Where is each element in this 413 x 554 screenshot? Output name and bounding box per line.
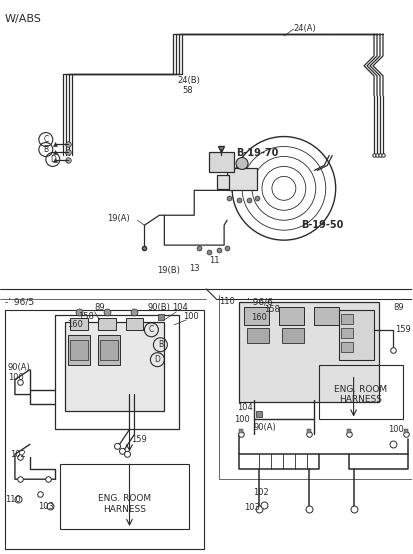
Circle shape (235, 157, 247, 170)
Text: D: D (50, 155, 56, 164)
Bar (243, 307, 268, 325)
Bar (100, 340, 117, 360)
Bar (69, 318, 88, 330)
Bar (69, 340, 88, 360)
Circle shape (119, 448, 125, 454)
Text: 90(A): 90(A) (254, 423, 276, 432)
Bar (318, 365, 402, 419)
Text: 19(B): 19(B) (157, 265, 180, 275)
Text: 13: 13 (189, 264, 199, 273)
Bar (281, 328, 303, 343)
Text: 158: 158 (78, 312, 93, 321)
Text: 160: 160 (66, 320, 83, 329)
Text: D: D (154, 355, 160, 364)
Text: ENG. ROOM
HARNESS: ENG. ROOM HARNESS (98, 494, 151, 514)
Bar (340, 328, 352, 338)
Text: 159: 159 (131, 435, 147, 444)
Bar (238, 302, 377, 402)
Text: 89: 89 (95, 304, 105, 312)
Bar (59, 464, 189, 529)
Text: 102: 102 (252, 488, 268, 496)
Text: 11: 11 (209, 255, 219, 265)
Text: W/ABS: W/ABS (5, 14, 42, 24)
Text: 102: 102 (10, 450, 26, 459)
Text: -’ 96/5: -’ 96/5 (5, 297, 34, 306)
Text: 100: 100 (233, 415, 249, 424)
Text: 100: 100 (8, 373, 24, 382)
Text: B: B (43, 145, 48, 154)
Text: ENG. ROOM
HARNESS: ENG. ROOM HARNESS (333, 385, 386, 404)
Text: 103: 103 (38, 501, 54, 511)
Bar (97, 335, 119, 365)
Text: 58: 58 (182, 86, 192, 95)
Circle shape (124, 452, 130, 457)
Text: 90(A): 90(A) (8, 363, 31, 372)
Text: 104: 104 (237, 403, 252, 412)
Bar (247, 328, 268, 343)
Text: 158: 158 (263, 305, 279, 314)
Bar (313, 307, 338, 325)
Text: 159: 159 (394, 325, 410, 334)
Bar (217, 176, 228, 189)
Text: B-19-50: B-19-50 (300, 220, 342, 230)
Text: 90(B): 90(B) (147, 304, 170, 312)
Bar (125, 318, 143, 330)
Text: 24(A): 24(A) (293, 24, 316, 33)
Bar (340, 314, 352, 324)
Bar (97, 318, 115, 330)
Bar (340, 342, 352, 352)
Text: C: C (43, 135, 48, 144)
Text: 19(A): 19(A) (107, 214, 130, 223)
Bar (209, 152, 233, 172)
Text: B: B (157, 340, 163, 349)
Text: 110: 110 (218, 297, 234, 306)
Text: 160: 160 (250, 314, 266, 322)
Text: 100: 100 (387, 425, 403, 434)
Text: B-19-70: B-19-70 (235, 148, 278, 158)
Bar (338, 310, 373, 360)
Text: C: C (148, 325, 154, 334)
Bar (278, 307, 303, 325)
Circle shape (114, 443, 120, 449)
Text: 100: 100 (183, 312, 199, 321)
Text: 24(B): 24(B) (177, 76, 200, 85)
Text: 89: 89 (392, 304, 403, 312)
Text: ’ 96/6-: ’ 96/6- (247, 297, 275, 306)
Text: 110: 110 (5, 495, 21, 504)
Bar (64, 322, 164, 412)
Text: 103: 103 (243, 502, 259, 511)
Bar (227, 168, 256, 191)
Text: 104: 104 (172, 304, 188, 312)
Bar (68, 335, 90, 365)
